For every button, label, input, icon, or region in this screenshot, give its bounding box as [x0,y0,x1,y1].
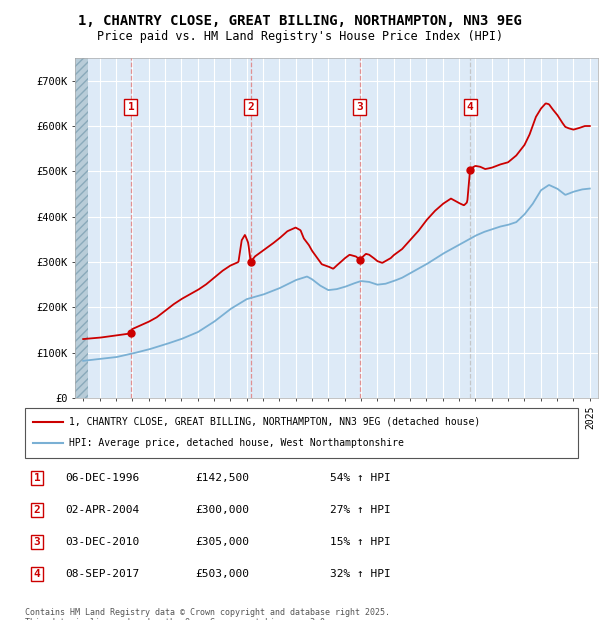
Text: £503,000: £503,000 [195,569,249,579]
Text: 1, CHANTRY CLOSE, GREAT BILLING, NORTHAMPTON, NN3 9EG: 1, CHANTRY CLOSE, GREAT BILLING, NORTHAM… [78,14,522,28]
Bar [75,58,88,398]
Text: 4: 4 [467,102,473,112]
Text: Contains HM Land Registry data © Crown copyright and database right 2025.
This d: Contains HM Land Registry data © Crown c… [25,608,390,620]
Text: 2: 2 [34,505,40,515]
Text: 4: 4 [34,569,40,579]
Text: 2: 2 [247,102,254,112]
Text: £305,000: £305,000 [195,537,249,547]
Text: 03-DEC-2010: 03-DEC-2010 [65,537,139,547]
Text: 02-APR-2004: 02-APR-2004 [65,505,139,515]
Text: £142,500: £142,500 [195,473,249,483]
Text: 08-SEP-2017: 08-SEP-2017 [65,569,139,579]
Text: £300,000: £300,000 [195,505,249,515]
Text: 1: 1 [34,473,40,483]
Text: 15% ↑ HPI: 15% ↑ HPI [330,537,391,547]
Text: Price paid vs. HM Land Registry's House Price Index (HPI): Price paid vs. HM Land Registry's House … [97,30,503,43]
Text: 32% ↑ HPI: 32% ↑ HPI [330,569,391,579]
Text: 27% ↑ HPI: 27% ↑ HPI [330,505,391,515]
Text: 54% ↑ HPI: 54% ↑ HPI [330,473,391,483]
Text: 3: 3 [356,102,363,112]
Text: HPI: Average price, detached house, West Northamptonshire: HPI: Average price, detached house, West… [69,438,404,448]
Text: 06-DEC-1996: 06-DEC-1996 [65,473,139,483]
Text: 1, CHANTRY CLOSE, GREAT BILLING, NORTHAMPTON, NN3 9EG (detached house): 1, CHANTRY CLOSE, GREAT BILLING, NORTHAM… [69,417,480,427]
Text: 3: 3 [34,537,40,547]
Text: 1: 1 [128,102,134,112]
